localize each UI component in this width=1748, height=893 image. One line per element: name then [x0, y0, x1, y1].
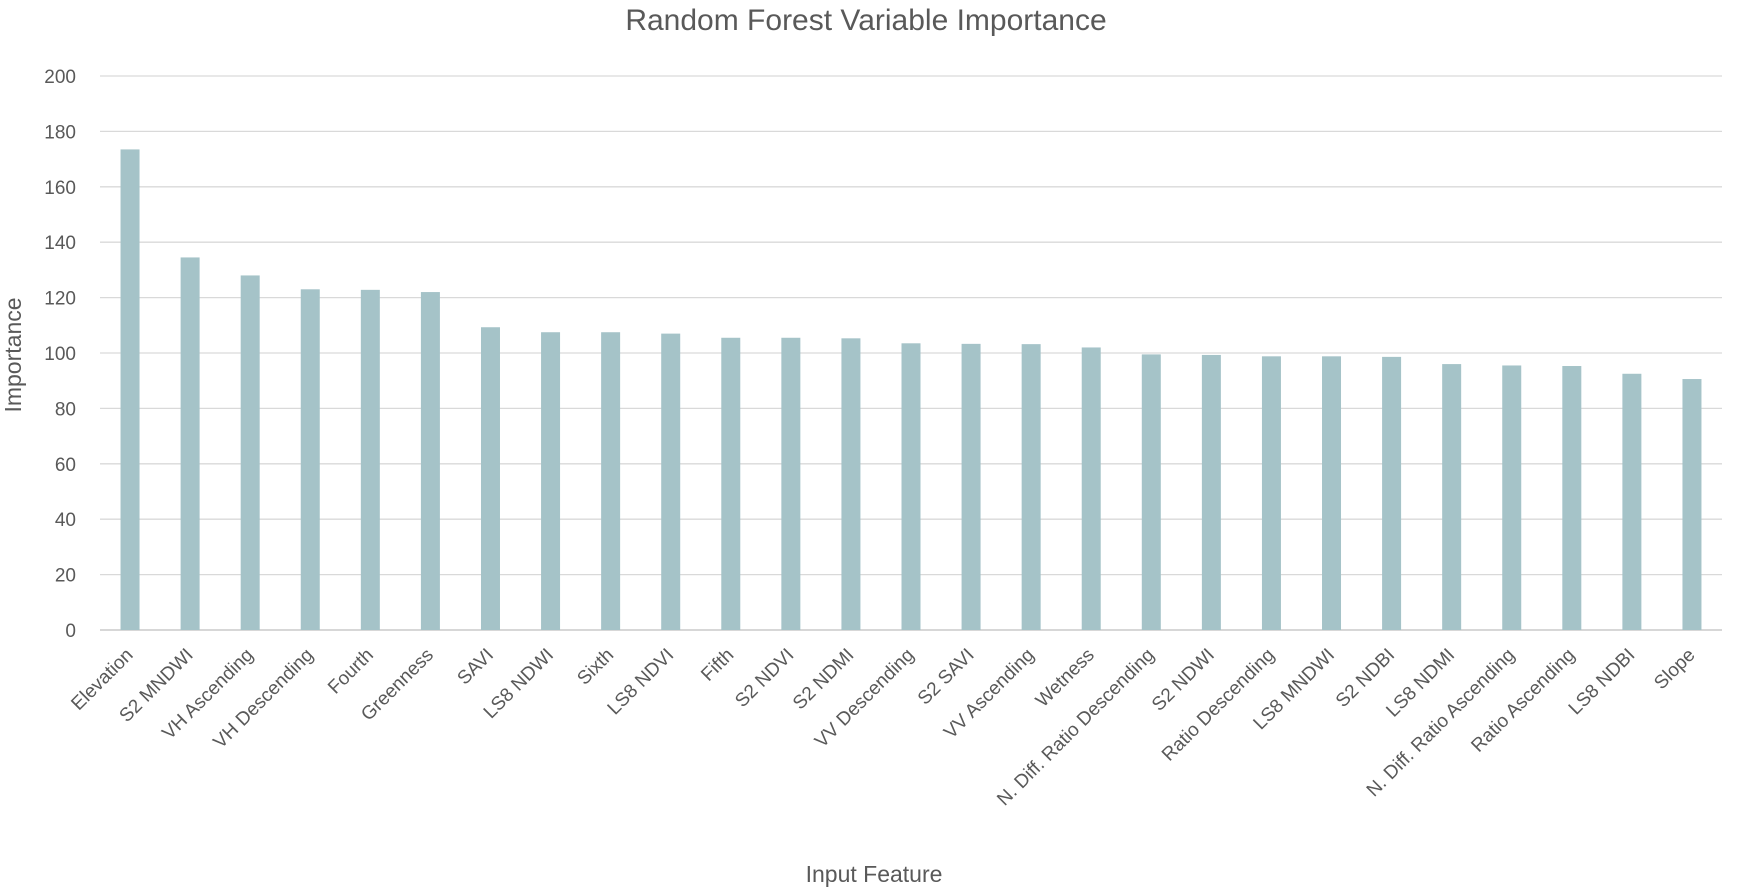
bar	[240, 275, 260, 630]
y-tick-label: 60	[55, 455, 76, 476]
y-tick-label: 80	[55, 399, 76, 420]
x-category-label: Fifth	[697, 645, 738, 686]
chart-title: Random Forest Variable Importance	[625, 4, 1106, 37]
bar	[1562, 366, 1582, 630]
x-category-label: Slope	[1650, 645, 1699, 694]
bar	[1201, 354, 1221, 630]
bar	[1021, 344, 1041, 630]
bar	[841, 338, 861, 630]
y-tick-label: 120	[44, 289, 76, 310]
bar	[1622, 373, 1642, 630]
bar	[180, 257, 200, 630]
y-axis-title: Importance	[0, 297, 26, 412]
bar	[1382, 356, 1402, 630]
y-axis-ticks: 0 20 40 60 80 100 120 140 160 180 200	[44, 67, 76, 642]
bar	[1322, 356, 1342, 630]
bar	[1502, 365, 1522, 630]
y-tick-label: 160	[44, 178, 76, 199]
bar	[1682, 379, 1702, 630]
x-category-label: Sixth	[573, 645, 618, 690]
x-category-label: Ratio Descending	[1158, 645, 1279, 766]
bar	[480, 327, 500, 630]
x-category-label: S2 NDVI	[731, 645, 798, 712]
y-tick-label: 20	[55, 566, 76, 587]
bar	[661, 333, 681, 630]
x-category-label: LS8 NDBI	[1565, 645, 1640, 720]
bar	[601, 332, 621, 630]
y-tick-label: 100	[44, 344, 76, 365]
bar	[360, 289, 380, 630]
bar	[120, 149, 140, 630]
bar	[541, 332, 561, 630]
bar	[781, 337, 801, 630]
x-category-label: LS8 NDVI	[604, 645, 679, 720]
bar	[300, 289, 320, 630]
y-tick-label: 140	[44, 233, 76, 254]
x-category-label: Ratio Ascending	[1467, 645, 1579, 757]
y-tick-label: 40	[55, 510, 76, 531]
bar	[1141, 354, 1161, 630]
bar	[901, 343, 921, 630]
x-axis-title: Input Feature	[806, 861, 943, 887]
x-category-label: SAVI	[454, 645, 498, 689]
bar	[1261, 356, 1281, 630]
y-tick-label: 180	[44, 122, 76, 143]
y-tick-label: 200	[44, 67, 76, 88]
x-category-label: Fourth	[324, 645, 378, 699]
bar	[721, 337, 741, 630]
bar	[1081, 347, 1101, 630]
bar	[420, 292, 440, 630]
bar	[961, 343, 981, 630]
bar	[1442, 364, 1462, 630]
bars	[120, 149, 1702, 630]
y-tick-label: 0	[65, 621, 76, 642]
